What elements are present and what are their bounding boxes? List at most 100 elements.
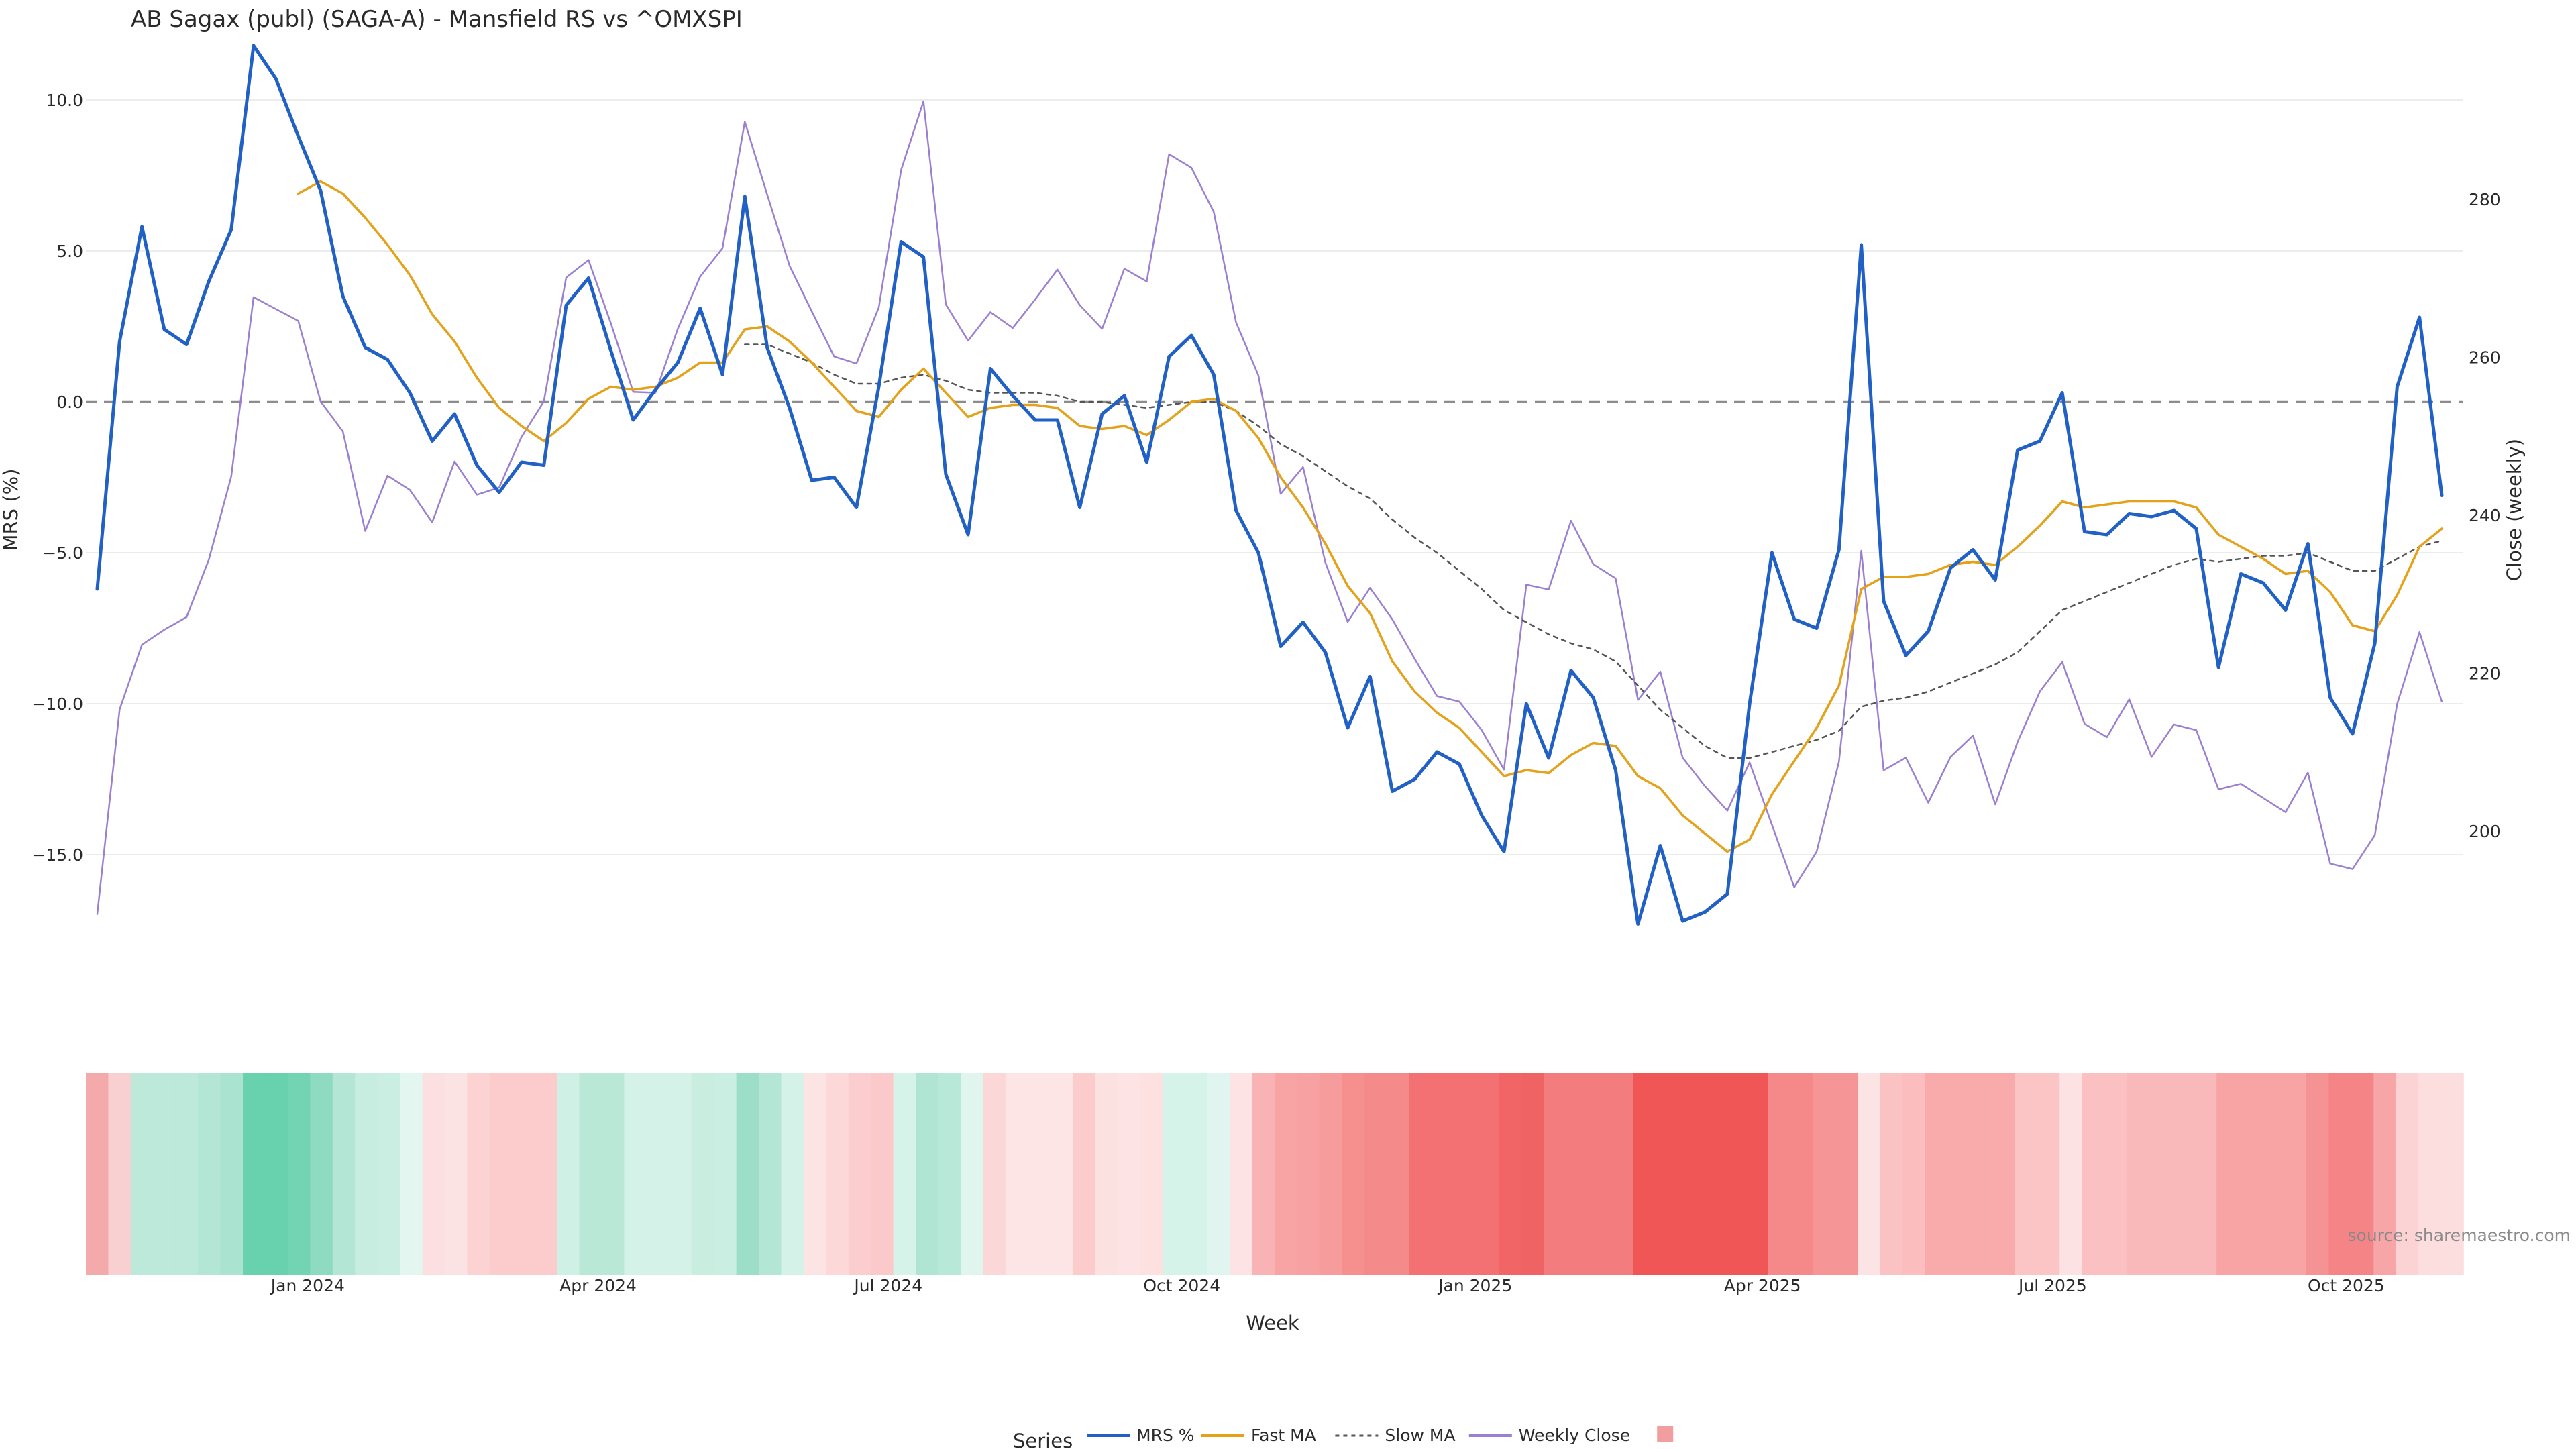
x-tick-label: Apr 2025 — [1724, 1276, 1801, 1295]
heatmap-cell — [467, 1073, 490, 1275]
heatmap-cell — [489, 1073, 513, 1275]
heatmap-cell — [1813, 1073, 1836, 1275]
x-ticks: Jan 2024 Apr 2024 Jul 2024 Oct 2024 Jan 2025… — [270, 1276, 2385, 1295]
x-tick-label: Oct 2024 — [1143, 1276, 1220, 1295]
heatmap-cell — [557, 1073, 580, 1275]
heatmap-cell — [2082, 1073, 2105, 1275]
heatmap-cell — [2351, 1073, 2375, 1275]
heatmap-cell — [848, 1073, 871, 1275]
x-tick-label: Apr 2024 — [559, 1276, 637, 1295]
chart-title: AB Sagax (publ) (SAGA-A) - Mansfield RS … — [131, 6, 743, 33]
heatmap-cell — [1656, 1073, 1679, 1275]
y-left-tick-label: −15.0 — [32, 845, 83, 865]
legend: Series MRS % Fast MA Slow MA Weekly Close — [1013, 1426, 1674, 1449]
heatmap-cell — [2284, 1073, 2307, 1275]
y-left-tick-label: −10.0 — [32, 694, 83, 714]
x-tick-label: Jan 2025 — [1437, 1276, 1512, 1295]
y-right-tick-label: 200 — [2469, 822, 2501, 841]
heatmap-cell — [1835, 1073, 1859, 1275]
heatmap-cell — [916, 1073, 939, 1275]
heatmap-cell — [534, 1073, 557, 1275]
heatmap-cell — [1768, 1073, 1791, 1275]
heatmap-cell — [2104, 1073, 2128, 1275]
y-left-tick-label: 10.0 — [46, 91, 83, 110]
heatmap-cell — [287, 1073, 311, 1275]
heatmap-cell — [759, 1073, 782, 1275]
heatmap-cell — [2037, 1073, 2060, 1275]
heatmap-cell — [2216, 1073, 2240, 1275]
heatmap-cell — [1902, 1073, 1926, 1275]
heatmap-cell — [220, 1073, 244, 1275]
heatmap-cell — [1633, 1073, 1657, 1275]
heatmap-cell — [1858, 1073, 1881, 1275]
y-left-axis-title: MRS (%) — [0, 469, 22, 551]
heatmap-cell — [175, 1073, 199, 1275]
y-right-tick-label: 220 — [2469, 664, 2501, 684]
heatmap-cell — [1005, 1073, 1029, 1275]
heatmap-cell — [1544, 1073, 1567, 1275]
heatmap-cell — [736, 1073, 759, 1275]
heatmap-cell — [2328, 1073, 2352, 1275]
heatmap-cell — [2239, 1073, 2262, 1275]
heatmap-cell — [1297, 1073, 1320, 1275]
heatmap-cell — [624, 1073, 647, 1275]
heatmap-cell — [2149, 1073, 2173, 1275]
heatmap-cell — [1566, 1073, 1589, 1275]
heatmap-cell — [1252, 1073, 1275, 1275]
heatmap-cell — [86, 1073, 109, 1275]
y-right-tick-label: 260 — [2469, 348, 2501, 368]
heatmap-cell — [1925, 1073, 1948, 1275]
heatmap-cell — [1499, 1073, 1522, 1275]
legend-item: Weekly Close — [1468, 1426, 1630, 1445]
heatmap-cell — [1140, 1073, 1163, 1275]
heatmap-cell — [1790, 1073, 1814, 1275]
heatmap-cell — [1162, 1073, 1186, 1275]
heatmap-cell — [983, 1073, 1006, 1275]
legend-label: Fast MA — [1251, 1426, 1316, 1445]
x-axis-title: Week — [1246, 1311, 1299, 1334]
legend-swatch — [1657, 1426, 1674, 1442]
heatmap-cell — [108, 1073, 131, 1275]
x-tick-label: Jul 2024 — [853, 1276, 922, 1295]
series-line-slow-ma — [744, 343, 2443, 759]
heatmap-cell — [265, 1073, 288, 1275]
legend-title: Series — [1013, 1430, 1073, 1449]
heatmap-cell — [1432, 1073, 1455, 1275]
heatmap-cell — [1207, 1073, 1230, 1275]
heatmap-cell — [2194, 1073, 2218, 1275]
heatmap-cell — [803, 1073, 827, 1275]
heatmap-cell — [1117, 1073, 1141, 1275]
heatmap-cell — [198, 1073, 221, 1275]
heatmap-cell — [2396, 1073, 2419, 1275]
heatmap-cell — [153, 1073, 176, 1275]
heatmap-cell — [579, 1073, 602, 1275]
grid — [86, 99, 2463, 855]
x-tick-label: Jan 2024 — [270, 1276, 345, 1295]
y-left-tick-label: −5.0 — [42, 543, 83, 563]
heatmap-cell — [130, 1073, 154, 1275]
heatmap-cell — [2059, 1073, 2083, 1275]
heatmap-cell — [2373, 1073, 2397, 1275]
heatmap-cell — [1387, 1073, 1410, 1275]
legend-item — [1657, 1426, 1674, 1442]
heatmap-cell — [1275, 1073, 1298, 1275]
heatmap-cell — [1095, 1073, 1118, 1275]
heatmap-cell — [714, 1073, 737, 1275]
series-lines — [95, 44, 2444, 926]
series-line-weekly-close — [96, 100, 2443, 915]
heatmap-cell — [1342, 1073, 1365, 1275]
heatmap-cell — [1454, 1073, 1477, 1275]
heatmap-cell — [1073, 1073, 1096, 1275]
heatmap-cell — [377, 1073, 400, 1275]
legend-item: Fast MA — [1201, 1426, 1316, 1445]
heatmap-cell — [1723, 1073, 1746, 1275]
heatmap-cell — [2171, 1073, 2195, 1275]
heatmap-cell — [1185, 1073, 1208, 1275]
heatmap-cell — [1947, 1073, 1971, 1275]
heatmap-cell — [2440, 1073, 2464, 1275]
y-right-tick-label: 240 — [2469, 506, 2501, 525]
heatmap-cell — [1521, 1073, 1544, 1275]
heatmap-cell — [691, 1073, 714, 1275]
heatmap-cell — [2015, 1073, 2038, 1275]
